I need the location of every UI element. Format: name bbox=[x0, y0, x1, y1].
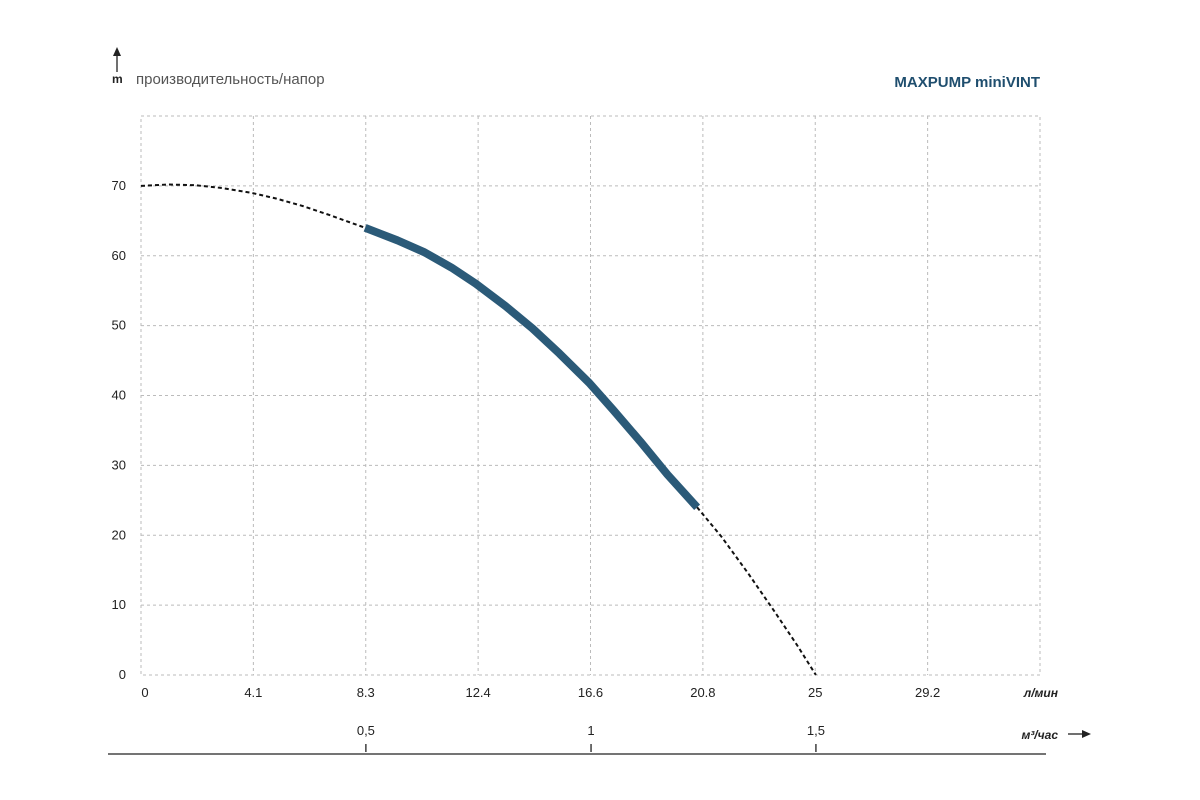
y-tick-label: 30 bbox=[112, 457, 126, 472]
chart-title: MAXPUMP miniVINT bbox=[894, 74, 1040, 91]
performance-curve-dashed-extension bbox=[140, 183, 366, 229]
grid bbox=[140, 115, 1041, 676]
y-tick-label: 20 bbox=[112, 527, 126, 542]
performance-curve-dashed-extension bbox=[696, 506, 817, 676]
x-tick-label: 0 bbox=[141, 685, 148, 700]
y-axis-label: производительность/напор bbox=[136, 71, 325, 88]
x-tick-label: 8.3 bbox=[357, 685, 375, 700]
secondary-tick-label: 0,5 bbox=[357, 723, 375, 738]
x-axis-arrow-head bbox=[1082, 730, 1091, 738]
y-tick-label: 70 bbox=[112, 178, 126, 193]
performance-curve-operating-range bbox=[363, 224, 701, 510]
secondary-tick-label: 1 bbox=[587, 723, 594, 738]
y-tick-label: 10 bbox=[112, 597, 126, 612]
x-tick-label: 12.4 bbox=[465, 685, 490, 700]
x-tick-label: 20.8 bbox=[690, 685, 715, 700]
y-axis-arrow-head bbox=[113, 47, 121, 56]
curves bbox=[140, 183, 817, 676]
x-axis-unit-secondary: м³/час bbox=[1021, 728, 1058, 742]
secondary-tick-label: 1,5 bbox=[807, 723, 825, 738]
y-axis-unit: m bbox=[112, 72, 123, 86]
x-axis-unit-primary: л/мин bbox=[1023, 686, 1059, 700]
y-tick-label: 0 bbox=[119, 667, 126, 682]
x-tick-label: 4.1 bbox=[244, 685, 262, 700]
axis-arrows bbox=[108, 47, 1091, 755]
y-tick-label: 50 bbox=[112, 318, 126, 333]
y-tick-label: 60 bbox=[112, 248, 126, 263]
x-tick-label: 25 bbox=[808, 685, 822, 700]
x-tick-label: 16.6 bbox=[578, 685, 603, 700]
labels: MAXPUMP miniVINT m производительность/на… bbox=[112, 71, 1059, 752]
y-tick-label: 40 bbox=[112, 388, 126, 403]
x-tick-label: 29.2 bbox=[915, 685, 940, 700]
